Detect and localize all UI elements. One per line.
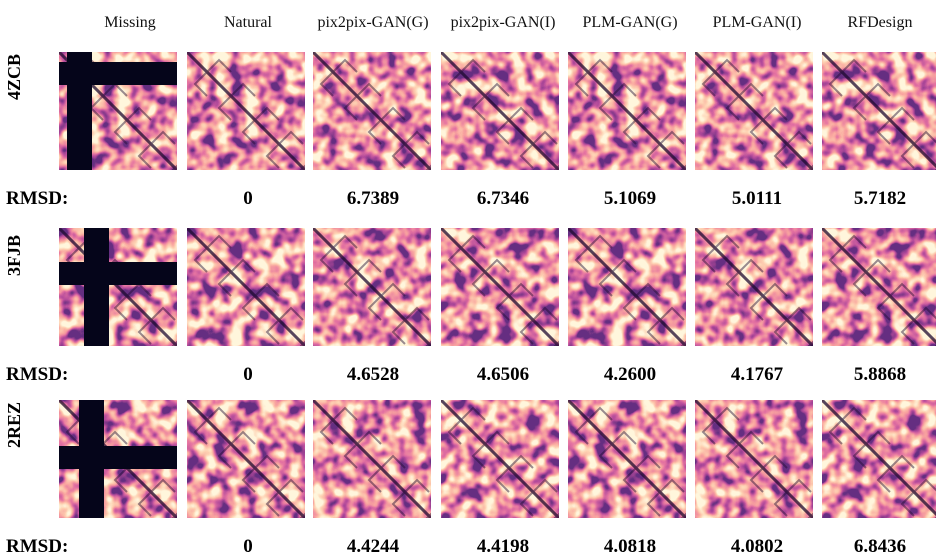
rmsd-value: 5.7182 (820, 188, 936, 210)
contact-map (568, 228, 686, 346)
contact-map (441, 228, 559, 346)
column-label: PLM-GAN(I) (687, 14, 827, 32)
column-label: Natural (178, 14, 318, 32)
column-label: pix2pix-GAN(I) (433, 14, 573, 32)
figure: {"columns": ["Missing", "Natural", "pix2… (0, 0, 936, 559)
contact-map (313, 228, 431, 346)
column-label: PLM-GAN(G) (560, 14, 700, 32)
rmsd-value: 0 (188, 364, 308, 386)
contact-map (568, 52, 686, 170)
contact-map (441, 400, 559, 518)
contact-map (441, 52, 559, 170)
contact-map (59, 400, 177, 518)
rmsd-value: 4.4244 (313, 536, 433, 558)
rmsd-value: 5.1069 (570, 188, 690, 210)
contact-map (187, 52, 305, 170)
rmsd-value: 4.0802 (697, 536, 817, 558)
row-label: 4ZCB (4, 54, 25, 100)
contact-map (59, 52, 177, 170)
contact-map (822, 52, 936, 170)
contact-map (822, 228, 936, 346)
rmsd-label: RMSD: (6, 364, 68, 386)
contact-map (313, 400, 431, 518)
contact-map (59, 228, 177, 346)
rmsd-value: 6.8436 (820, 536, 936, 558)
rmsd-value: 6.7346 (443, 188, 563, 210)
rmsd-value: 5.8868 (820, 364, 936, 386)
contact-map (695, 52, 813, 170)
rmsd-label: RMSD: (6, 188, 68, 210)
column-label: pix2pix-GAN(G) (303, 14, 443, 32)
rmsd-value: 0 (188, 536, 308, 558)
column-label: RFDesign (810, 14, 936, 32)
contact-map (313, 52, 431, 170)
row-label: 2REZ (4, 402, 25, 448)
rmsd-label: RMSD: (6, 536, 68, 558)
rmsd-value: 6.7389 (313, 188, 433, 210)
rmsd-value: 5.0111 (697, 188, 817, 210)
row-label: 3FJB (4, 235, 25, 276)
rmsd-value: 4.4198 (443, 536, 563, 558)
contact-map (822, 400, 936, 518)
rmsd-value: 4.0818 (570, 536, 690, 558)
rmsd-value: 4.2600 (570, 364, 690, 386)
rmsd-value: 4.1767 (697, 364, 817, 386)
contact-map (568, 400, 686, 518)
rmsd-value: 0 (188, 188, 308, 210)
rmsd-value: 4.6506 (443, 364, 563, 386)
contact-map (187, 228, 305, 346)
contact-map (187, 400, 305, 518)
contact-map (695, 400, 813, 518)
contact-map (695, 228, 813, 346)
rmsd-value: 4.6528 (313, 364, 433, 386)
